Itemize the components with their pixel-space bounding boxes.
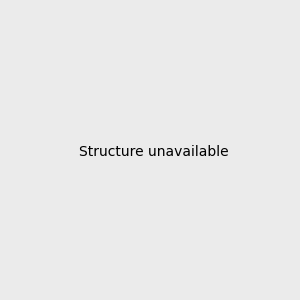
Text: Structure unavailable: Structure unavailable [79, 145, 229, 158]
